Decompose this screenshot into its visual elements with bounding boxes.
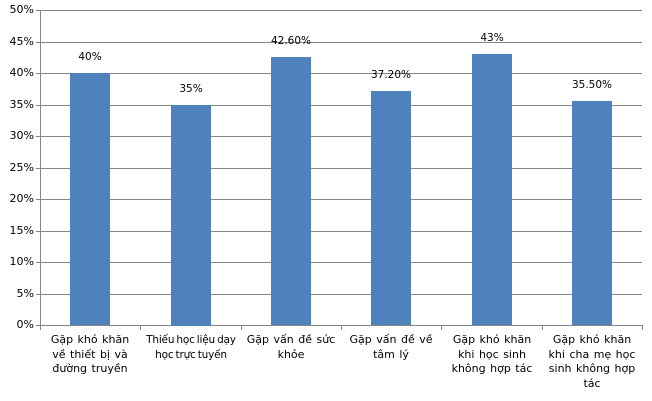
category-label-line: Gặp khó khăn (452, 333, 532, 346)
gridline (40, 262, 642, 263)
y-tick-mark (36, 294, 40, 295)
gridline (40, 231, 642, 232)
category-label: Gặp khó khăn khi cha mẹ học sinh không hợp… (542, 333, 642, 391)
gridline (40, 199, 642, 200)
y-tick-label: 30% (9, 129, 34, 142)
y-tick-label: 20% (9, 192, 34, 205)
category-label: Thiếu học liệu dạy học trực tuyến (141, 333, 241, 362)
gridline (40, 42, 642, 43)
gridline (40, 105, 642, 106)
x-tick-mark (642, 325, 643, 330)
category-label-line: tâm lý (373, 347, 409, 361)
x-tick-mark (441, 325, 442, 330)
y-tick-label: 10% (9, 255, 34, 268)
category-label-line: Gặp khó khăn (552, 333, 632, 346)
category-label-line: về thiết bị và (52, 347, 128, 361)
y-tick-mark (36, 168, 40, 169)
x-tick-mark (140, 325, 141, 330)
y-tick-mark (36, 10, 40, 11)
y-tick-label: 0% (16, 318, 34, 331)
x-tick-mark (40, 325, 41, 330)
x-tick-mark (542, 325, 543, 330)
y-tick-mark (36, 105, 40, 106)
category-label-line: sinh không hợp (548, 362, 636, 375)
category-label-line: khi học sinh (458, 347, 526, 361)
category-label-line: khi cha mẹ học (548, 347, 636, 361)
gridline (40, 168, 642, 169)
data-label: 37.20% (370, 69, 412, 81)
y-tick-label: 5% (16, 287, 34, 300)
x-tick-mark (241, 325, 242, 330)
gridline (40, 136, 642, 137)
y-axis-line (40, 10, 41, 325)
y-tick-label: 15% (9, 224, 34, 237)
category-label-line: học trực tuyến (155, 348, 227, 361)
y-tick-mark (36, 136, 40, 137)
data-label: 35% (179, 83, 203, 95)
y-tick-mark (36, 262, 40, 263)
data-label: 43% (480, 32, 504, 44)
category-label: Gặp vấn đề sức khỏe (241, 333, 341, 362)
gridline (40, 73, 642, 74)
data-label: 40% (78, 51, 102, 63)
data-label: 42.60% (270, 35, 312, 47)
y-tick-label: 45% (9, 35, 34, 48)
category-label-line: tác (583, 376, 601, 390)
gridline (40, 10, 642, 11)
category-label: Gặp khó khăn khi học sinh không hợp tác (442, 333, 542, 377)
bar (171, 105, 211, 326)
category-label: Gặp khó khăn về thiết bị và đường truyền (40, 333, 140, 377)
y-tick-label: 40% (9, 66, 34, 79)
y-tick-mark (36, 73, 40, 74)
bar (271, 57, 311, 325)
y-tick-mark (36, 325, 40, 326)
category-label-line: Gặp vấn đề về (349, 333, 433, 346)
y-tick-label: 25% (9, 161, 34, 174)
category-label-line: Gặp vấn đề sức (246, 333, 336, 346)
y-tick-label: 50% (9, 3, 34, 16)
y-tick-mark (36, 199, 40, 200)
category-label-line: khỏe (277, 347, 305, 361)
bar (572, 101, 612, 325)
bar (472, 54, 512, 325)
category-label-line: đường truyền (52, 362, 128, 375)
bar (371, 91, 411, 325)
category-label: Gặp vấn đề về tâm lý (341, 333, 441, 362)
category-label-line: không hợp tác (451, 362, 533, 375)
category-label-line: Gặp khó khăn (50, 333, 130, 346)
data-label: 35.50% (571, 79, 613, 91)
bar (70, 73, 110, 325)
y-tick-mark (36, 42, 40, 43)
gridline (40, 294, 642, 295)
y-tick-mark (36, 231, 40, 232)
x-tick-mark (341, 325, 342, 330)
y-tick-label: 35% (9, 98, 34, 111)
category-label-line: Thiếu học liệu dạy (146, 334, 236, 346)
